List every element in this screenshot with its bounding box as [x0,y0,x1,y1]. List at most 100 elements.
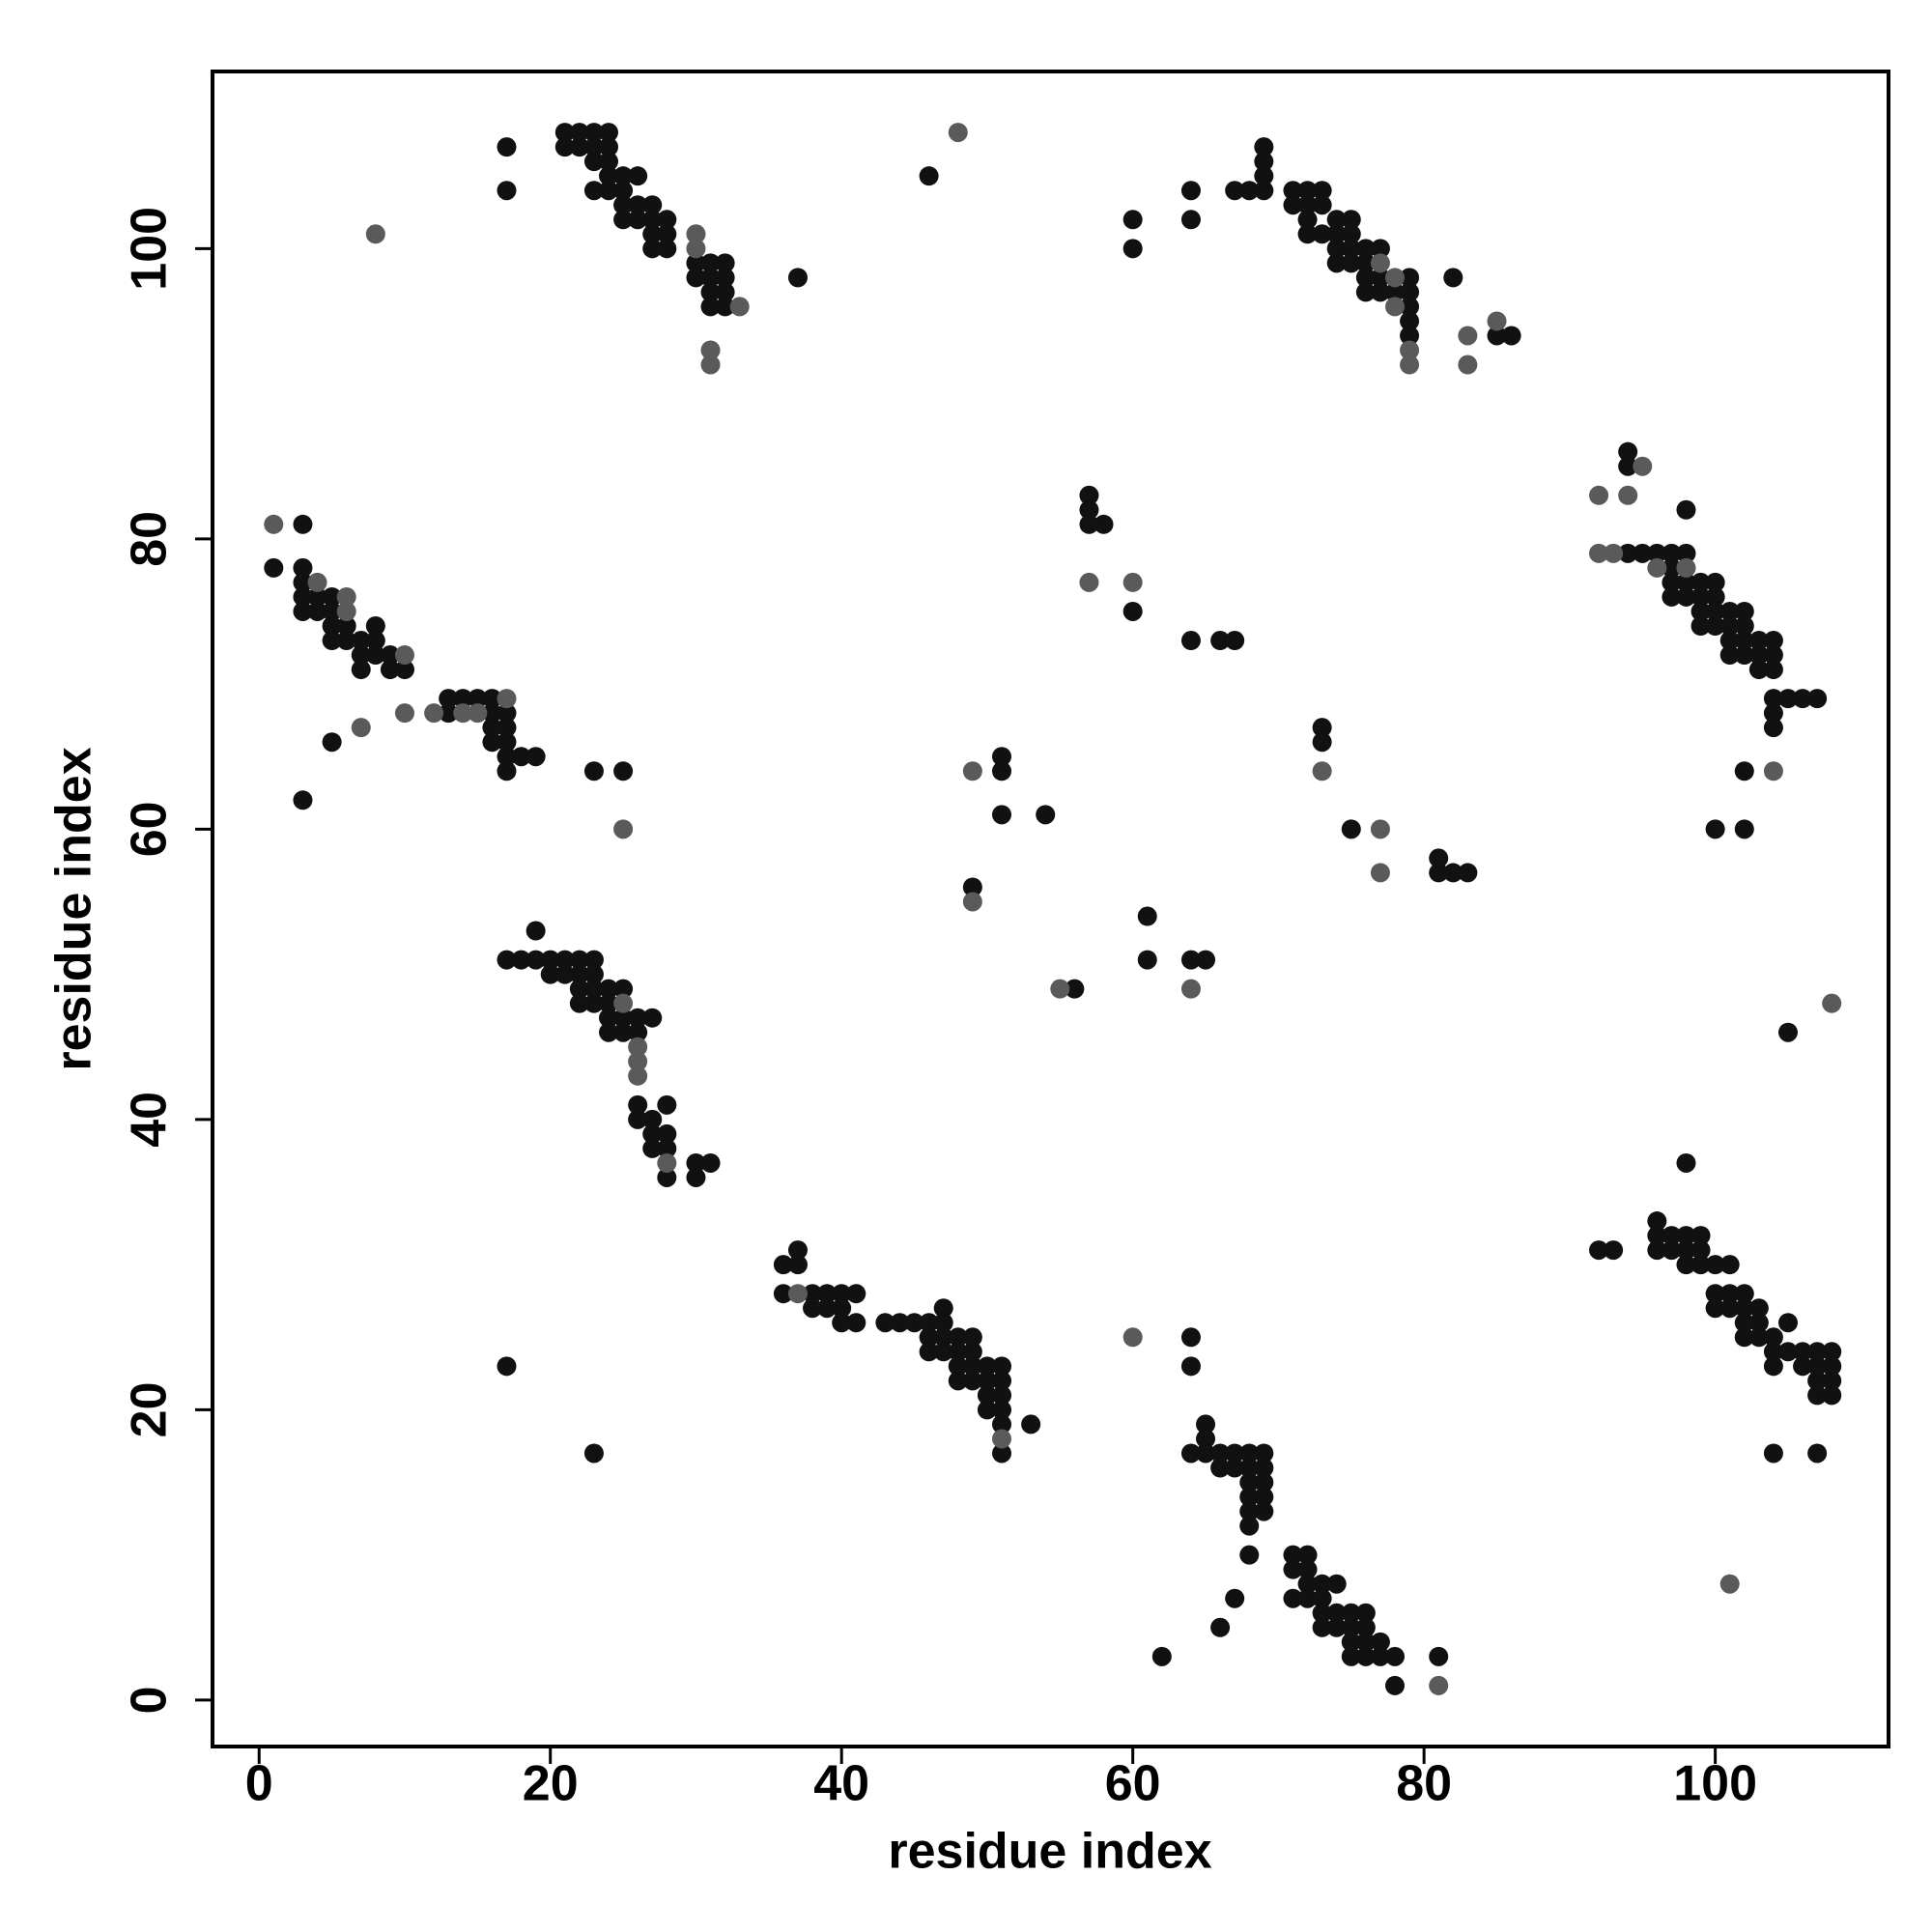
contact-point [1748,660,1769,680]
contact-point [1690,1240,1711,1261]
contact-point [642,1123,663,1144]
contact-point [1487,326,1507,346]
contact-point [264,557,284,578]
contact-point [511,950,531,970]
contact-point [1355,282,1376,302]
contact-point [1355,1603,1376,1623]
contact-point [1822,1385,1842,1406]
contact-point [1370,819,1390,839]
contact-point [554,950,575,970]
contact-point [439,703,459,724]
contact-point [599,979,619,999]
contact-point [1341,819,1361,839]
contact-point [1400,311,1420,331]
contact-point [1239,1487,1260,1507]
contact-point [1777,1313,1798,1333]
contact-point [351,660,371,680]
contact-point [1400,355,1420,375]
contact-point [1676,557,1696,578]
contact-point [657,210,677,230]
contact-point [1180,181,1201,201]
contact-point [1283,1545,1303,1565]
contact-point [1370,268,1390,288]
contact-point [307,601,327,621]
contact-point [1734,601,1754,621]
contact-point [787,1255,808,1275]
contact-point [1297,1559,1318,1579]
contact-point [700,253,721,273]
y-tick-label: 100 [122,207,178,291]
contact-point [322,615,342,636]
contact-point [293,790,313,810]
contact-point [1180,1356,1201,1377]
contact-point [1021,1414,1041,1435]
contact-point [1719,1574,1740,1594]
contact-point [554,964,575,984]
contact-point [787,1284,808,1304]
contact-point [1734,615,1754,636]
contact-point [1647,1240,1667,1261]
contact-point [962,761,982,781]
contact-point [1239,1501,1260,1521]
y-tick-label: 60 [122,801,178,857]
contact-point [700,1152,721,1173]
contact-point [394,645,414,666]
contact-point [657,1167,677,1187]
contact-point [1239,1458,1260,1478]
contact-point [1180,1443,1201,1463]
contact-point [1647,1226,1667,1246]
contact-point [264,514,284,534]
contact-point [628,1094,648,1115]
contact-point [846,1313,867,1333]
contact-point [293,514,313,534]
contact-point [613,1022,634,1042]
contact-point [1312,761,1332,781]
contact-point [613,181,634,201]
contact-point [1589,543,1609,563]
contact-point [1283,181,1303,201]
contact-point [1210,1617,1231,1637]
contact-point [1734,631,1754,651]
contact-point [1326,1603,1347,1623]
contact-point [1326,253,1347,273]
contact-point [1793,1356,1813,1377]
contact-point [715,297,735,317]
contact-point [1690,572,1711,592]
contact-point [657,1152,677,1173]
contact-point [1312,195,1332,215]
contact-point [1355,253,1376,273]
contact-point [569,993,589,1013]
contact-point [599,1022,619,1042]
contact-point [992,1429,1012,1449]
contact-point [583,993,604,1013]
contact-point [1254,1501,1274,1521]
contact-point [977,1400,997,1420]
contact-point [787,268,808,288]
y-tick-label: 80 [122,511,178,567]
contact-point [365,615,385,636]
contact-point [628,166,648,186]
contact-point [554,137,575,157]
contact-point [992,1443,1012,1463]
contact-point [1065,979,1085,999]
contact-point [1719,1298,1740,1319]
contact-point [599,123,619,143]
contact-point [1822,993,1842,1013]
contact-point [1079,572,1099,592]
contact-point [1822,1356,1842,1377]
contact-point [351,645,371,666]
contact-point [1400,340,1420,360]
contact-point [351,631,371,651]
contact-point [1254,1458,1274,1478]
contact-point [569,137,589,157]
contact-point [1793,689,1813,709]
contact-point [1429,1646,1449,1666]
contact-point [336,586,356,607]
contact-point [307,572,327,592]
contact-point [1341,1603,1361,1623]
contact-point [511,747,531,767]
contact-point [1690,1255,1711,1275]
contact-point [1400,297,1420,317]
contact-point [686,268,706,288]
contact-point [1458,326,1478,346]
